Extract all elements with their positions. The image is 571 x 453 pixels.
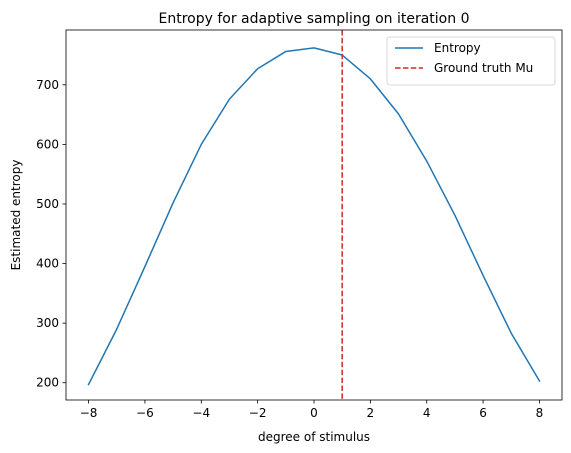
plot-area: −8 −6 −4 −2 0 2 4 6 8 200 300 400 500 600 700 Entropy Gr… — [36, 29, 563, 420]
legend: Entropy Ground truth Mu — [386, 36, 556, 86]
x-tick-label: −2 — [249, 406, 267, 420]
legend-label: Ground truth Mu — [434, 61, 533, 75]
y-tick-label: 200 — [36, 376, 59, 390]
y-tick-label: 300 — [36, 316, 59, 330]
x-tick-label: −4 — [192, 406, 210, 420]
y-tick-label: 500 — [36, 197, 59, 211]
y-tick-label: 600 — [36, 137, 59, 151]
legend-label: Entropy — [434, 41, 481, 55]
series-line-0 — [87, 47, 541, 386]
y-axis-title: Estimated entropy — [9, 160, 23, 271]
y-tick-label: 400 — [36, 257, 59, 271]
axes-frame — [65, 29, 563, 401]
legend-box — [386, 36, 556, 86]
x-tick-label: 6 — [479, 406, 487, 420]
x-tick-label: −8 — [80, 406, 98, 420]
x-tick-label: −6 — [136, 406, 154, 420]
y-tick-label: 700 — [36, 78, 59, 92]
chart-title: Entropy for adaptive sampling on iterati… — [159, 11, 470, 27]
x-tick-label: 0 — [310, 406, 318, 420]
x-tick-label: 2 — [367, 406, 375, 420]
x-axis-title: degree of stimulus — [258, 430, 370, 444]
x-tick-label: 4 — [423, 406, 431, 420]
x-tick-label: 8 — [536, 406, 544, 420]
